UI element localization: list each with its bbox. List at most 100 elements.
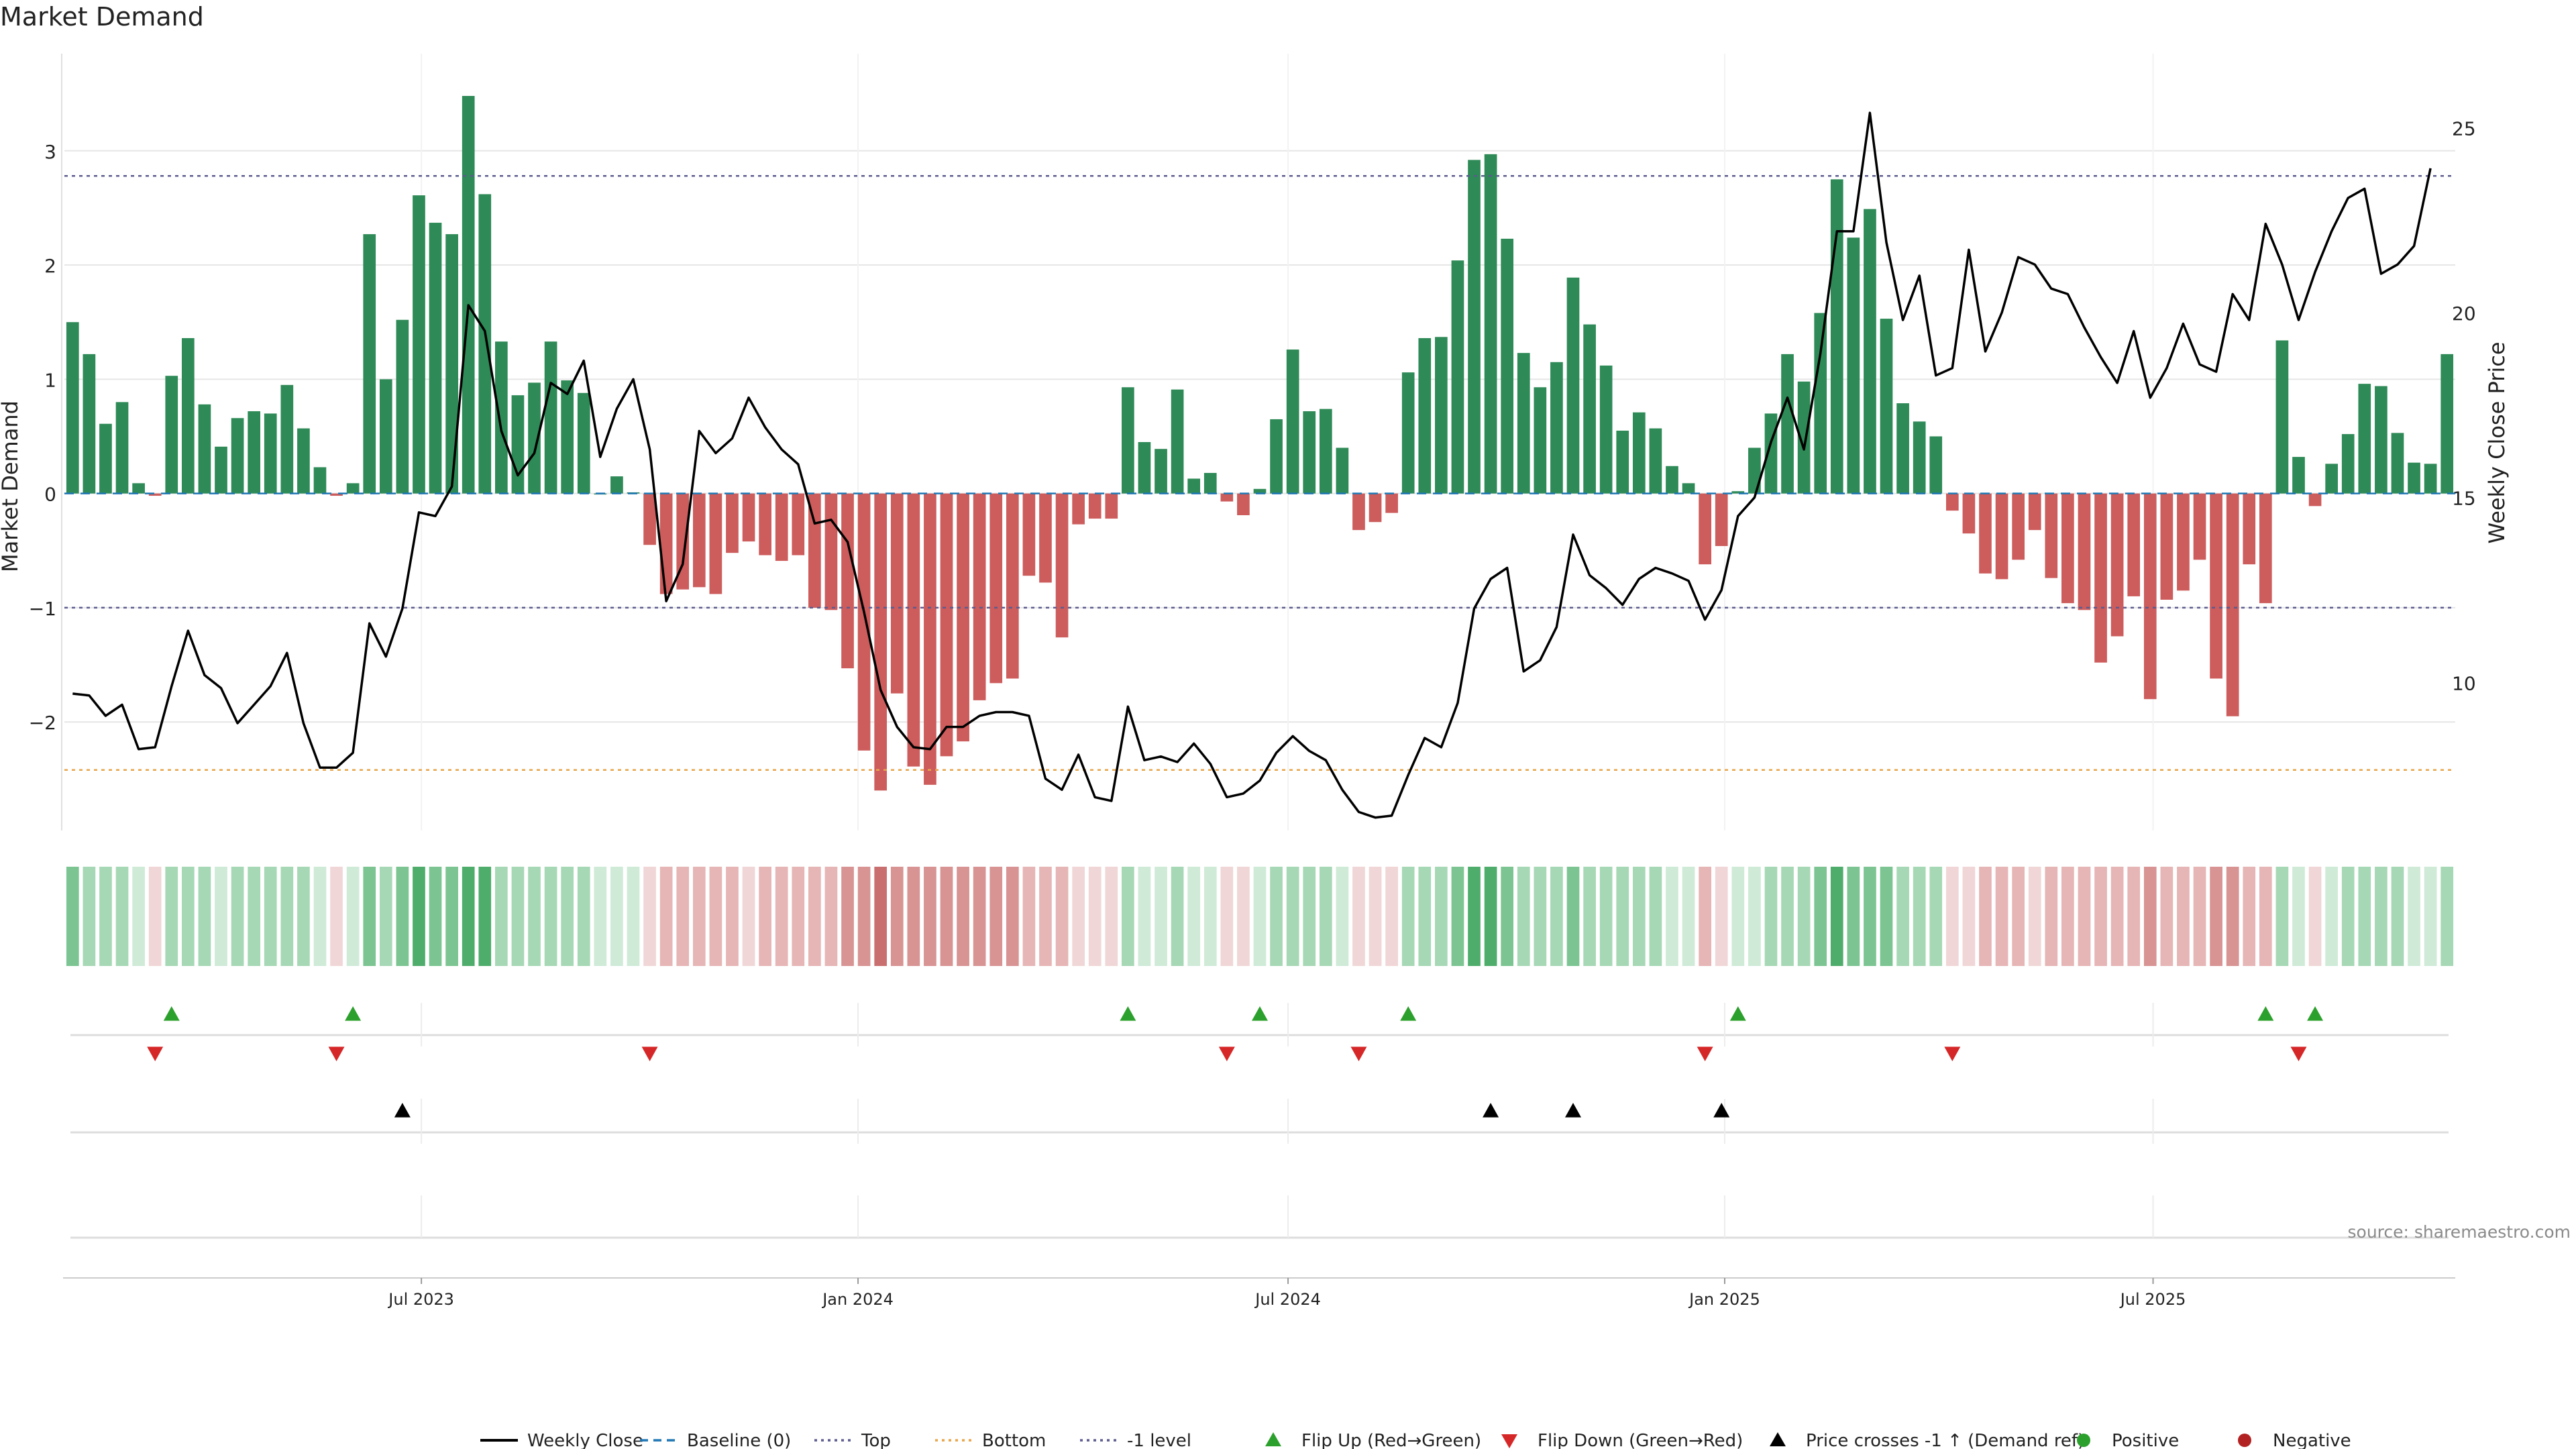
demand-bar bbox=[2094, 493, 2107, 663]
heat-cell bbox=[478, 867, 492, 966]
flip-down-marker bbox=[641, 1046, 658, 1061]
demand-bar bbox=[676, 493, 690, 590]
demand-bar bbox=[2325, 464, 2338, 494]
heat-cell bbox=[1599, 867, 1613, 966]
demand-bar bbox=[1995, 493, 2008, 580]
demand-bar bbox=[198, 404, 211, 494]
heat-cell bbox=[330, 867, 343, 966]
demand-bar bbox=[313, 467, 327, 494]
demand-bar bbox=[692, 493, 706, 588]
heat-cell bbox=[643, 867, 656, 966]
demand-bar bbox=[1237, 493, 1250, 515]
y-axis-label: Market Demand bbox=[0, 400, 23, 572]
heat-cell bbox=[1748, 867, 1761, 966]
demand-bar bbox=[132, 483, 145, 494]
demand-bar bbox=[396, 319, 409, 494]
legend-label: Flip Up (Red→Green) bbox=[1301, 1431, 1481, 1449]
demand-bar bbox=[1368, 493, 1382, 523]
demand-bar bbox=[445, 234, 458, 494]
price-cross-marker bbox=[394, 1103, 411, 1118]
heat-cell bbox=[1105, 867, 1118, 966]
demand-bar bbox=[759, 493, 771, 555]
demand-bar bbox=[1385, 493, 1398, 513]
demand-bar bbox=[792, 493, 805, 555]
heat-cell bbox=[1979, 867, 1992, 966]
heat-cell bbox=[1122, 867, 1134, 966]
legend: Weekly Close Baseline (0) Top Bottom -1 leve… bbox=[480, 1431, 2351, 1449]
heat-cell bbox=[1731, 867, 1745, 966]
heat-cell bbox=[742, 867, 755, 966]
heat-cell bbox=[2012, 867, 2025, 966]
legend-label: Price crosses -1 ↑ (Demand ref) bbox=[1806, 1431, 2084, 1449]
demand-bar bbox=[1253, 488, 1267, 494]
heat-cell bbox=[1945, 867, 1959, 966]
y-tick-label: 3 bbox=[44, 141, 56, 163]
heat-cell bbox=[2177, 867, 2190, 966]
demand-bar bbox=[1451, 260, 1464, 494]
demand-bar bbox=[1072, 493, 1085, 525]
heat-cell bbox=[346, 867, 360, 966]
demand-bar bbox=[2028, 493, 2041, 531]
demand-bar bbox=[1534, 387, 1547, 494]
heat-cell bbox=[775, 867, 788, 966]
demand-bar bbox=[1501, 238, 1514, 494]
heat-cell bbox=[1682, 867, 1695, 966]
heat-cell bbox=[544, 867, 557, 966]
legend-label: Bottom bbox=[982, 1431, 1046, 1449]
legend-entry: Flip Up (Red→Green) bbox=[1265, 1431, 1481, 1449]
heat-cell bbox=[561, 867, 574, 966]
heat-cell bbox=[2440, 867, 2454, 966]
legend-entry: -1 level bbox=[1080, 1431, 1191, 1449]
legend-label: Weekly Close bbox=[527, 1431, 643, 1449]
heat-cell bbox=[1352, 867, 1365, 966]
heat-cell bbox=[363, 867, 376, 966]
heat-cell bbox=[1418, 867, 1432, 966]
demand-bar bbox=[495, 341, 508, 494]
legend-entry: Price crosses -1 ↑ (Demand ref) bbox=[1770, 1431, 2084, 1449]
heat-cell bbox=[1237, 867, 1250, 966]
heat-cell bbox=[692, 867, 706, 966]
heat-cell bbox=[2127, 867, 2141, 966]
heat-cell bbox=[2094, 867, 2107, 966]
heat-cell bbox=[2160, 867, 2174, 966]
legend-label: Positive bbox=[2112, 1431, 2179, 1449]
heat-cell bbox=[1666, 867, 1678, 966]
demand-bar bbox=[1418, 338, 1432, 494]
heat-cell bbox=[1830, 867, 1843, 966]
demand-bar bbox=[1088, 493, 1102, 519]
heat-cell bbox=[165, 867, 178, 966]
heat-cell bbox=[1385, 867, 1398, 966]
demand-bar bbox=[1616, 430, 1629, 494]
demand-bar bbox=[1055, 493, 1069, 638]
demand-bar bbox=[1468, 160, 1481, 494]
demand-bar bbox=[66, 322, 79, 494]
heat-cell bbox=[264, 867, 277, 966]
heat-cell bbox=[1155, 867, 1167, 966]
marker-panels bbox=[70, 1003, 2449, 1239]
heat-cell bbox=[857, 867, 871, 966]
heat-cell bbox=[528, 867, 541, 966]
heat-cell bbox=[1171, 867, 1184, 966]
heat-cell bbox=[1055, 867, 1069, 966]
heat-cell bbox=[1072, 867, 1085, 966]
demand-bar bbox=[1517, 353, 1530, 494]
flip-up-marker bbox=[2257, 1006, 2274, 1021]
demand-bar bbox=[1550, 362, 1563, 494]
demand-bar bbox=[346, 483, 360, 494]
demand-bar bbox=[511, 395, 525, 494]
demand-bar bbox=[2143, 493, 2157, 700]
x-tick-label: Jan 2024 bbox=[821, 1290, 894, 1309]
heat-cell bbox=[1896, 867, 1909, 966]
demand-bar bbox=[2061, 493, 2074, 604]
demand-bar bbox=[2193, 493, 2206, 560]
price-cross-marker bbox=[1483, 1103, 1499, 1118]
heat-cell bbox=[1962, 867, 1976, 966]
demand-bar bbox=[544, 341, 557, 494]
heat-cell bbox=[940, 867, 953, 966]
heat-cell bbox=[511, 867, 525, 966]
legend-label: Flip Down (Green→Red) bbox=[1538, 1431, 1743, 1449]
demand-bar bbox=[1945, 493, 1959, 511]
heat-cell bbox=[1781, 867, 1794, 966]
heat-cell bbox=[2226, 867, 2239, 966]
demand-bar bbox=[2308, 493, 2322, 506]
